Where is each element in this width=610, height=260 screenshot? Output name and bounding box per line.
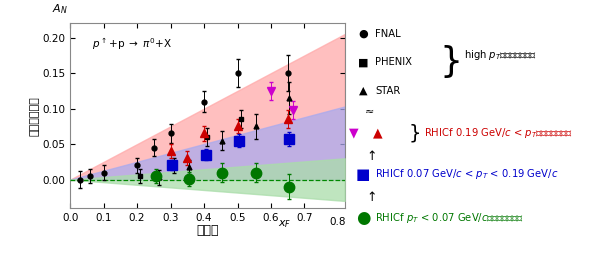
- Text: high $p_T$（大きい角度）: high $p_T$（大きい角度）: [464, 48, 537, 62]
- Text: ▲: ▲: [359, 86, 367, 96]
- X-axis label: 前方度: 前方度: [196, 224, 218, 237]
- Text: ▲: ▲: [373, 126, 383, 139]
- Text: RHICf 0.07 GeV/$c$ < $p_T$ < 0.19 GeV/$c$: RHICf 0.07 GeV/$c$ < $p_T$ < 0.19 GeV/$c…: [375, 167, 559, 181]
- Text: STAR: STAR: [375, 86, 400, 96]
- Text: ↑: ↑: [367, 150, 378, 162]
- Text: PHENIX: PHENIX: [375, 57, 412, 67]
- Text: ≈: ≈: [364, 107, 374, 117]
- Text: }: }: [440, 46, 463, 79]
- Text: 0.8: 0.8: [329, 217, 346, 226]
- Text: }: }: [409, 123, 421, 142]
- Text: ■: ■: [356, 167, 370, 182]
- Text: ●: ●: [358, 29, 368, 39]
- Text: $x_F$: $x_F$: [278, 218, 291, 230]
- Text: FNAL: FNAL: [375, 29, 401, 39]
- Text: ▼: ▼: [349, 126, 359, 139]
- Text: $A_N$: $A_N$: [52, 2, 67, 16]
- Text: ■: ■: [357, 57, 368, 67]
- Text: RHICf $p_T$ < 0.07 GeV/$c$（ほぼゼロ度）: RHICf $p_T$ < 0.07 GeV/$c$（ほぼゼロ度）: [375, 211, 524, 225]
- Text: RHICf 0.19 GeV/$c$ < $p_T$（小さい角度）: RHICf 0.19 GeV/$c$ < $p_T$（小さい角度）: [424, 126, 573, 140]
- Y-axis label: 左右非対称度: 左右非対称度: [29, 96, 40, 135]
- Text: ↑: ↑: [367, 191, 378, 204]
- Text: ●: ●: [356, 209, 370, 228]
- Text: $p^{\uparrow}$+p $\rightarrow$ $\pi^0$+X: $p^{\uparrow}$+p $\rightarrow$ $\pi^0$+X: [92, 36, 172, 52]
